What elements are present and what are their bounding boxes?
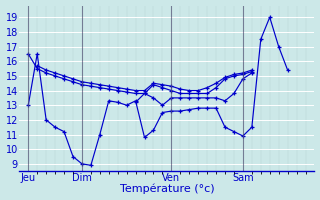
X-axis label: Température (°c): Température (°c) — [120, 184, 214, 194]
